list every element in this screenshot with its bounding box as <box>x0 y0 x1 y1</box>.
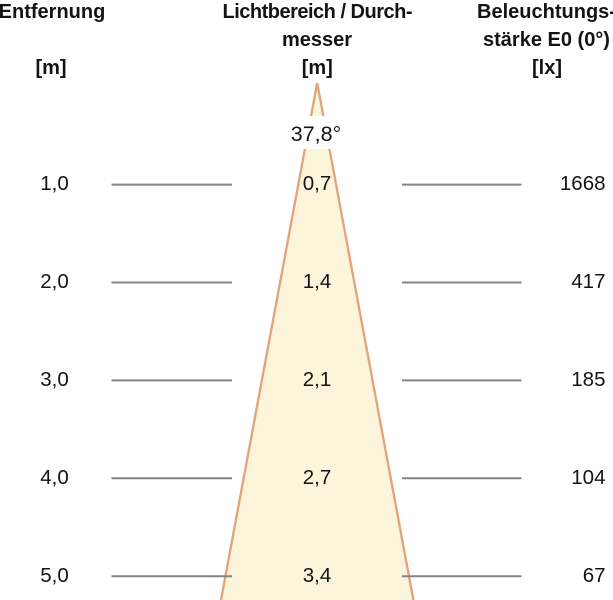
svg-text:417: 417 <box>571 270 605 293</box>
svg-text:104: 104 <box>571 466 605 489</box>
svg-text:Entfernung: Entfernung <box>0 1 105 23</box>
svg-text:2,1: 2,1 <box>303 368 332 391</box>
svg-text:1668: 1668 <box>560 172 606 195</box>
svg-text:Lichtbereich / Durch-: Lichtbereich / Durch- <box>223 1 413 23</box>
svg-text:67: 67 <box>583 564 606 587</box>
svg-text:4,0: 4,0 <box>40 466 69 489</box>
svg-text:0,7: 0,7 <box>303 172 332 195</box>
svg-text:Beleuchtungs-: Beleuchtungs- <box>477 1 613 23</box>
svg-text:3,0: 3,0 <box>40 368 69 391</box>
svg-text:37,8°: 37,8° <box>291 122 341 146</box>
svg-text:2,0: 2,0 <box>40 270 69 293</box>
svg-text:[m]: [m] <box>35 57 66 79</box>
svg-text:stärke E0 (0°): stärke E0 (0°) <box>483 29 610 51</box>
svg-text:1,4: 1,4 <box>303 270 332 293</box>
svg-text:3,4: 3,4 <box>303 564 332 587</box>
svg-text:1,0: 1,0 <box>40 172 69 195</box>
svg-text:2,7: 2,7 <box>303 466 332 489</box>
svg-text:5,0: 5,0 <box>40 564 69 587</box>
svg-text:[m]: [m] <box>302 57 333 79</box>
svg-text:[lx]: [lx] <box>532 57 562 79</box>
svg-text:messer: messer <box>282 29 352 51</box>
svg-text:185: 185 <box>571 368 605 391</box>
